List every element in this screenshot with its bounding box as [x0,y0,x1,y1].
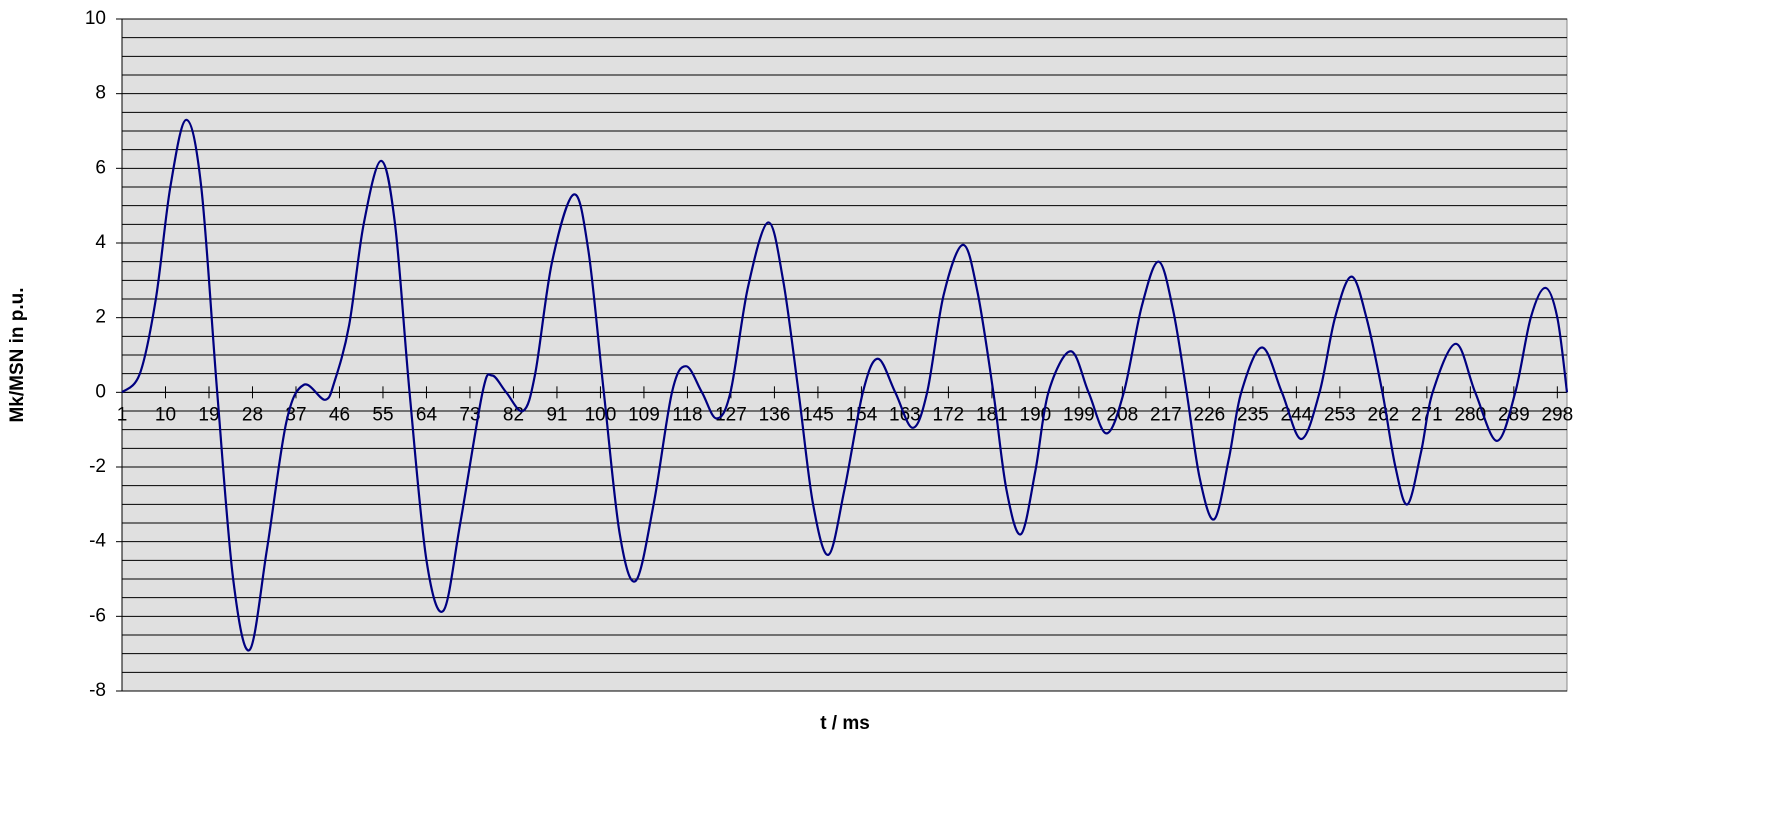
x-tick-label: 172 [933,404,965,425]
x-tick-label: 262 [1368,404,1400,425]
x-tick-label: 64 [416,404,438,425]
x-tick-label: 73 [459,404,480,425]
data-line [121,118,1569,652]
x-tick-label: 100 [585,404,617,425]
x-tick-label: 244 [1281,404,1313,425]
x-tick-label: 127 [715,404,747,425]
x-tick-label: 298 [1541,404,1573,425]
x-tick-label: 1 [117,404,128,425]
x-tick-label: 136 [759,404,791,425]
x-tick-label: 154 [846,404,878,425]
y-tick-label: 2 [95,307,106,328]
x-tick-label: 28 [242,404,263,425]
x-tick-label: 118 [672,404,702,425]
x-tick-label: 226 [1194,404,1226,425]
x-tick-label: 37 [285,404,306,425]
x-tick-label: 82 [503,404,524,425]
x-tick-label: 10 [155,404,176,425]
x-tick-label: 181 [976,404,1008,425]
y-tick-label: -2 [89,456,106,477]
x-tick-label: 235 [1237,404,1269,425]
y-tick-label: -6 [89,605,106,626]
x-axis-title: t / ms [820,713,870,734]
x-tick-label: 109 [628,404,660,425]
y-tick-label: 8 [95,83,106,104]
x-tick-label: 91 [546,404,567,425]
x-tick-label: 217 [1150,404,1182,425]
y-tick-label: 4 [95,232,106,253]
x-tick-label: 280 [1454,404,1486,425]
y-tick-label: 10 [85,8,106,29]
x-tick-label: 199 [1063,404,1095,425]
x-tick-label: 253 [1324,404,1356,425]
y-axis-title: Mk/MSN in p.u. [7,287,28,422]
x-tick-label: 289 [1498,404,1530,425]
x-tick-label: 46 [329,404,350,425]
y-tick-label: -4 [89,531,106,552]
y-tick-label: 6 [95,157,106,178]
x-tick-label: 208 [1107,404,1139,425]
x-tick-label: 190 [1020,404,1052,425]
y-tick-label: 0 [95,381,106,402]
x-tick-label: 55 [372,404,393,425]
x-tick-label: 19 [198,404,219,425]
x-tick-label: 145 [802,404,834,425]
y-tick-label: -8 [89,680,106,701]
